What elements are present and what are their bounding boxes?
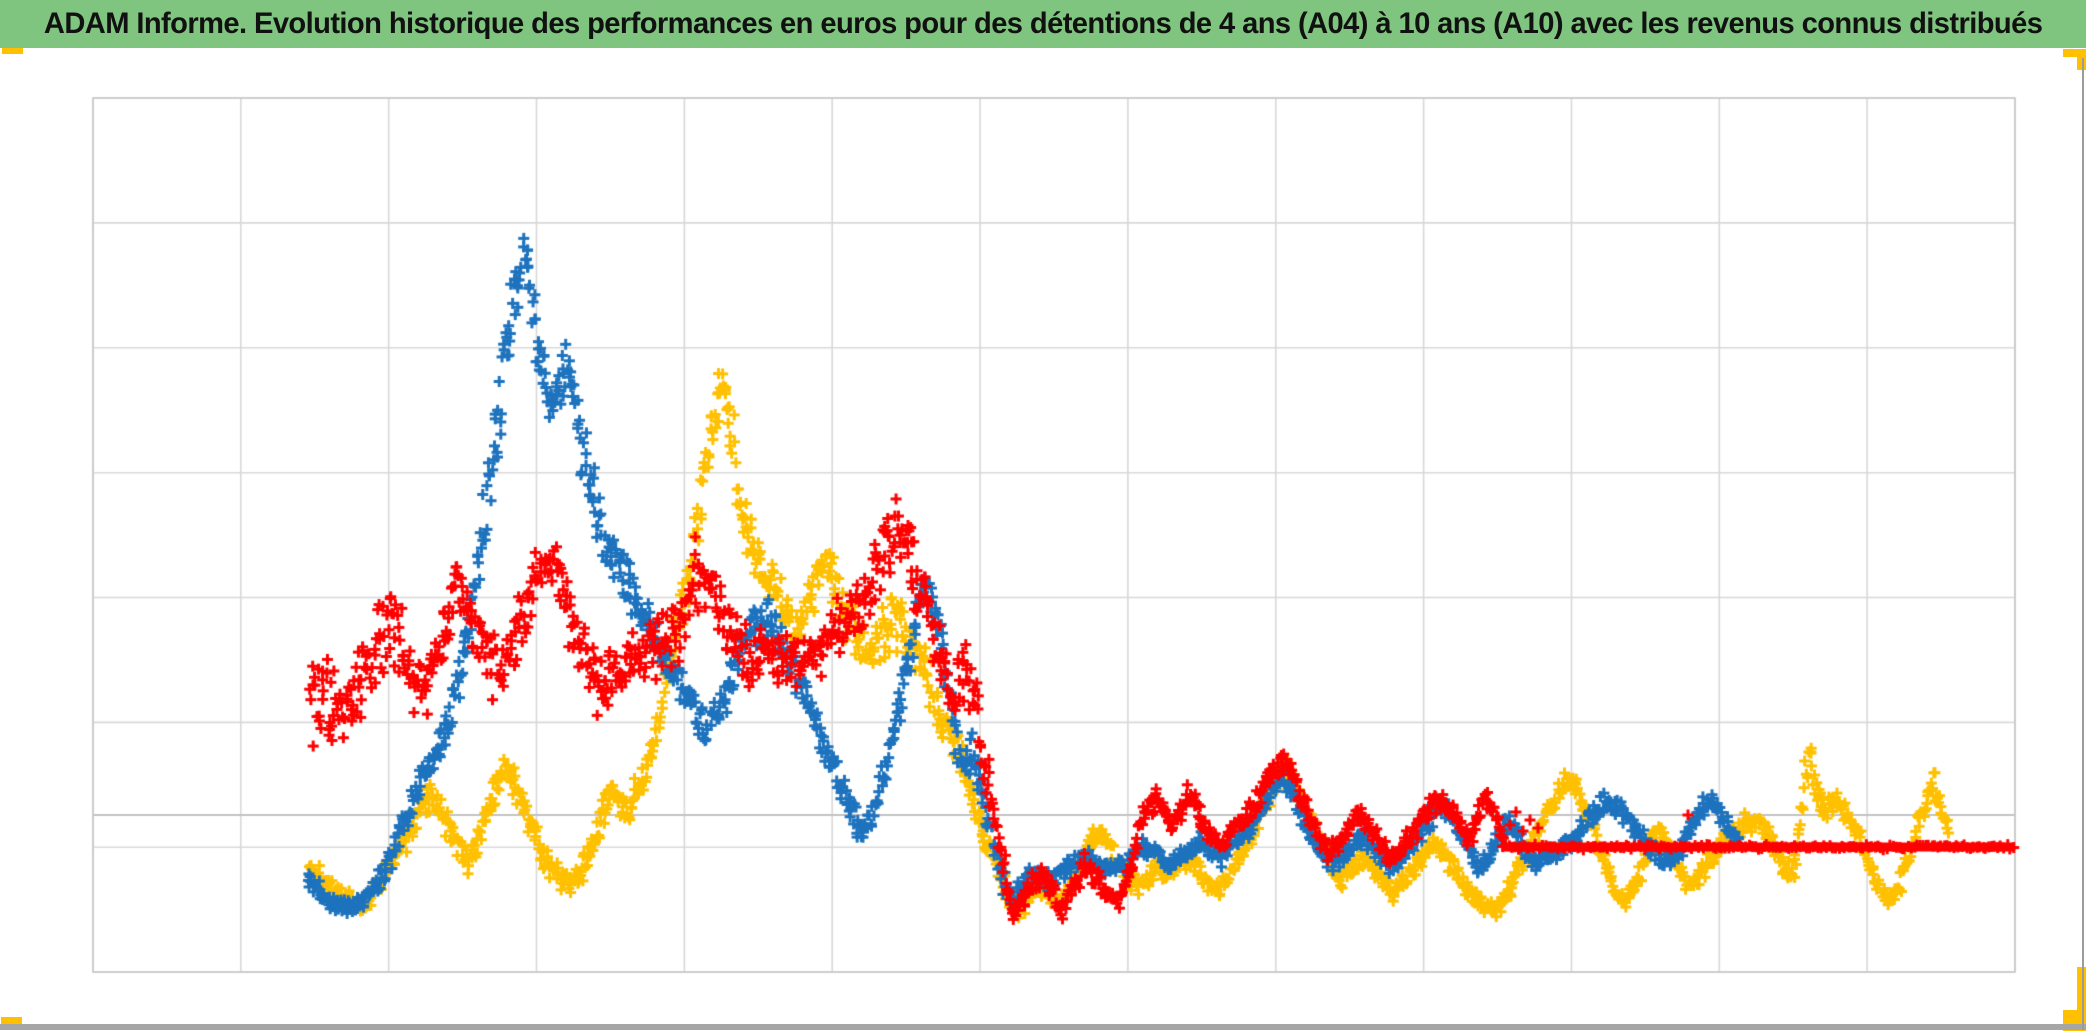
right-edge-line [2082, 58, 2084, 1030]
bottom-gray-bar [0, 1024, 2086, 1030]
corner-accent-bottom-left [1, 1017, 22, 1028]
corner-accent-top-right-v [2077, 49, 2086, 70]
corner-accent-top-right-h [2063, 49, 2086, 57]
corner-accent-top-left [2, 48, 23, 54]
corner-accent-bottom-right-v [2077, 967, 2086, 1031]
